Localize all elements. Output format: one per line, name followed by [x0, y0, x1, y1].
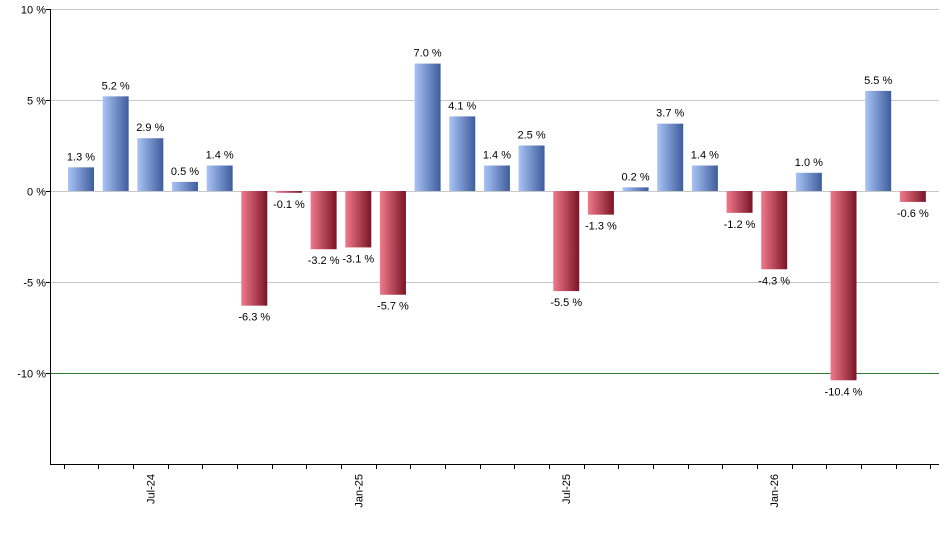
- bar: [102, 96, 129, 191]
- data-label: 0.2 %: [621, 171, 649, 183]
- data-label: 4.1 %: [448, 100, 476, 112]
- data-label: -0.1 %: [273, 199, 305, 211]
- x-tick-label: Jul-24: [145, 474, 157, 504]
- grid-lines: [50, 9, 939, 374]
- bar: [899, 191, 926, 202]
- bar: [379, 191, 406, 295]
- y-tick-label: 5 %: [27, 96, 46, 108]
- bar: [310, 191, 337, 250]
- x-tick-label: Jan-25: [353, 474, 365, 508]
- bar: [622, 187, 649, 191]
- data-label: 3.7 %: [656, 108, 684, 120]
- data-label: 5.2 %: [102, 80, 130, 92]
- y-tick-label: 0 %: [27, 187, 46, 199]
- data-label: 1.4 %: [483, 150, 511, 162]
- axes: 10 % 5 % 0 % -5 % -10 % Jul-24 Jan-25 Jul-25 Jan…: [17, 5, 939, 508]
- data-label: 1.3 %: [67, 151, 95, 163]
- data-label: 2.5 %: [518, 130, 546, 142]
- bar: [726, 191, 753, 213]
- data-label: 7.0 %: [414, 48, 442, 60]
- y-tick-label: -10 %: [17, 369, 46, 381]
- data-label: 1.4 %: [206, 150, 234, 162]
- y-tick-label: 10 %: [21, 5, 46, 17]
- y-tick-label: -5 %: [23, 278, 46, 290]
- data-label: -4.3 %: [758, 275, 790, 287]
- data-label: -5.7 %: [377, 301, 409, 313]
- bar: [483, 165, 510, 191]
- bar: [518, 145, 545, 191]
- bar: [206, 165, 233, 191]
- data-label: 1.0 %: [795, 157, 823, 169]
- bar: [275, 191, 302, 193]
- bar: [414, 63, 441, 191]
- bar: [171, 181, 198, 191]
- data-labels: 1.3 % 5.2 % 2.9 % 0.5 % 1.4 % -6.3 % -0.1 % -3.…: [67, 48, 929, 399]
- bar: [137, 138, 164, 191]
- bar: [830, 191, 857, 381]
- data-label: -5.5 %: [550, 297, 582, 309]
- data-label: 1.4 %: [691, 150, 719, 162]
- bar: [761, 191, 788, 270]
- bar: [657, 123, 684, 191]
- bar: [241, 191, 268, 306]
- x-tick-label: Jul-25: [561, 474, 573, 504]
- bar: [587, 191, 614, 215]
- data-label: -1.3 %: [585, 221, 617, 233]
- data-label: -10.4 %: [825, 386, 863, 398]
- bar: [345, 191, 372, 248]
- data-label: 5.5 %: [864, 75, 892, 87]
- bar: [795, 172, 822, 191]
- bar: [865, 90, 892, 191]
- data-label: -0.6 %: [897, 208, 929, 220]
- data-label: -3.1 %: [342, 253, 374, 265]
- bar: [553, 191, 580, 292]
- bar: [449, 116, 476, 191]
- bars: [68, 63, 926, 381]
- data-label: -3.2 %: [308, 255, 340, 267]
- bar: [68, 167, 94, 191]
- x-tick-label: Jan-26: [769, 474, 781, 508]
- data-label: -6.3 %: [238, 312, 270, 324]
- bar: [691, 165, 718, 191]
- data-label: -1.2 %: [724, 219, 756, 231]
- data-label: 2.9 %: [136, 122, 164, 134]
- data-label: 0.5 %: [171, 166, 199, 178]
